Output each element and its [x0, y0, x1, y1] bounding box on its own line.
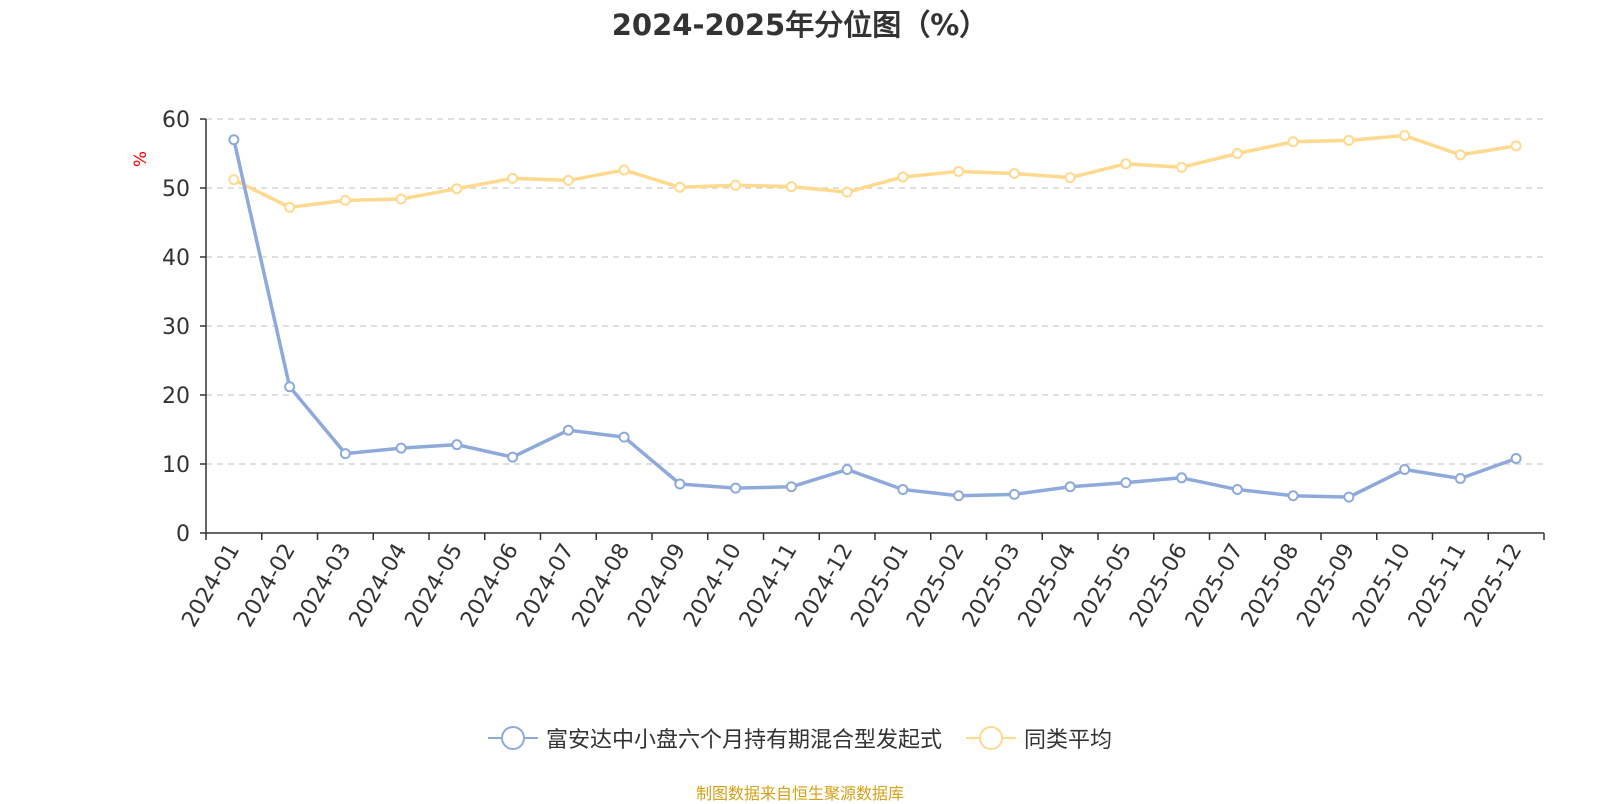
data-point: [785, 181, 797, 193]
data-point: [1008, 488, 1020, 500]
data-point: [841, 464, 853, 476]
data-point: [451, 183, 463, 195]
data-point: [1510, 140, 1522, 152]
data-point: [1008, 168, 1020, 180]
data-point: [507, 172, 519, 184]
legend-label-peer-average: 同类平均: [1024, 728, 1113, 753]
data-point: [562, 174, 574, 186]
data-point: [1287, 136, 1299, 148]
y-axis-label: %: [131, 151, 151, 167]
data-point: [1454, 149, 1466, 161]
series: [228, 130, 1522, 503]
data-point: [953, 165, 965, 177]
data-point: [897, 484, 909, 496]
data-point: [1176, 161, 1188, 173]
data-point: [339, 194, 351, 206]
data-point: [841, 186, 853, 198]
data-point: [785, 481, 797, 493]
data-point: [730, 179, 742, 191]
data-point: [1454, 472, 1466, 484]
data-point: [228, 174, 240, 186]
data-point: [953, 490, 965, 502]
data-point: [674, 478, 686, 490]
legend-marker-fund: [487, 726, 538, 750]
data-point: [730, 482, 742, 494]
y-tick-label: 0: [176, 522, 190, 547]
y-tick-label: 10: [162, 453, 190, 478]
chart-title: 2024-2025年分位图（%）: [611, 8, 989, 42]
data-point: [562, 424, 574, 436]
data-point: [1399, 130, 1411, 142]
gridlines: [206, 118, 1544, 465]
legend-marker-peer-average: [966, 726, 1016, 750]
legend-label-fund: 富安达中小盘六个月持有期混合型发起式: [545, 728, 942, 753]
series-line-0: [232, 137, 1518, 499]
y-tick-label: 60: [162, 108, 190, 133]
data-point: [618, 164, 630, 176]
data-point: [1231, 484, 1243, 496]
y-tick-label: 50: [162, 177, 190, 202]
data-point: [1120, 477, 1132, 489]
data-point: [1176, 472, 1188, 484]
data-point: [395, 193, 407, 205]
data-point: [618, 431, 630, 443]
line-chart: 01020304050602024-012024-022024-032024-0…: [131, 108, 1545, 632]
data-point: [1064, 481, 1076, 493]
data-point: [1231, 148, 1243, 159]
data-point: [1510, 452, 1522, 464]
data-point: [507, 451, 519, 463]
legend-item-peer-average[interactable]: 同类平均: [966, 722, 1112, 754]
data-point: [284, 201, 296, 213]
y-tick-label: 40: [162, 246, 190, 271]
data-point: [1343, 134, 1355, 146]
series-line-1: [232, 133, 1518, 210]
y-tick-label: 20: [162, 384, 190, 409]
data-point: [228, 134, 240, 146]
data-point: [451, 439, 463, 451]
legend-item-fund[interactable]: 富安达中小盘六个月持有期混合型发起式: [487, 722, 942, 754]
data-point: [1064, 172, 1076, 184]
data-point: [897, 171, 909, 183]
data-point: [1287, 490, 1299, 502]
data-point: [284, 381, 296, 393]
data-point: [1343, 491, 1355, 503]
y-tick-label: 30: [162, 315, 190, 340]
source-note: 制图数据来自恒生聚源数据库: [695, 784, 904, 803]
data-point: [1399, 464, 1411, 476]
data-point: [339, 448, 351, 460]
axes: 01020304050602024-012024-022024-032024-0…: [162, 108, 1545, 632]
legend: 富安达中小盘六个月持有期混合型发起式 同类平均: [0, 722, 1600, 754]
data-point: [674, 181, 686, 193]
data-point: [1120, 158, 1132, 170]
data-point: [395, 442, 407, 454]
